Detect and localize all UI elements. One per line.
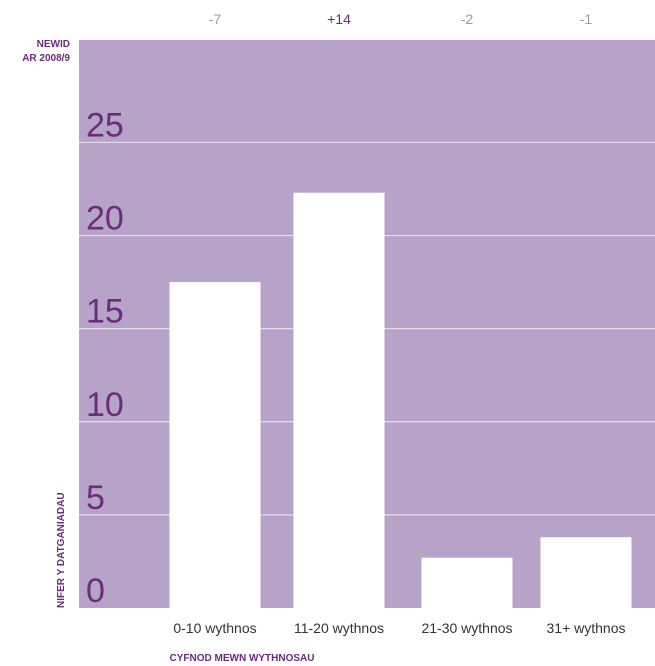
y-axis-ticks: 0 5 10 15 20 25 [86,106,124,610]
y-tick-label: 0 [86,572,105,610]
change-label: -2 [461,11,474,27]
bar [293,192,385,608]
change-labels: -7 +14 -2 -1 [209,11,593,27]
change-title-line2: AR 2008/9 [22,53,70,64]
change-label: -1 [580,11,593,27]
y-tick-label: 10 [86,386,124,424]
y-axis-title: NIFER Y DATGANIADAU [56,492,67,608]
bar [169,282,261,608]
x-axis-ticks: 0-10 wythnos 11-20 wythnos 21-30 wythnos 31… [173,620,625,636]
x-axis-title: CYFNOD MEWN WYTHNOSAU [170,653,315,664]
bar [421,557,513,608]
x-tick-label: 21-30 wythnos [421,620,512,636]
y-tick-label: 25 [86,106,124,144]
x-tick-label: 0-10 wythnos [173,620,256,636]
change-label: -7 [209,11,222,27]
y-tick-label: 20 [86,200,124,238]
bars [169,192,632,608]
y-tick-label: 5 [86,479,105,517]
x-tick-label: 11-20 wythnos [294,620,384,636]
change-label: +14 [327,11,351,27]
change-title-line1: NEWID [37,39,70,50]
y-tick-label: 15 [86,293,124,331]
bar [540,537,632,608]
x-tick-label: 31+ wythnos [547,620,626,636]
